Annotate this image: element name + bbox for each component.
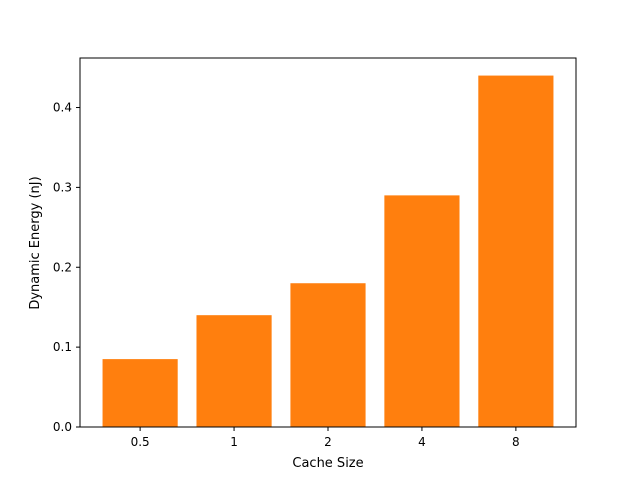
y-tick-label: 0.1 (53, 340, 72, 354)
bar-2 (290, 283, 366, 427)
y-tick-label: 0.2 (53, 260, 72, 274)
x-axis-ticks: 0.5 1 2 4 8 (131, 427, 520, 449)
x-tick-label: 4 (418, 435, 426, 449)
plot-frame (79, 57, 577, 428)
bar-1 (196, 315, 272, 427)
bar-8 (478, 75, 554, 428)
x-tick-label: 0.5 (131, 435, 150, 449)
x-tick-label: 2 (324, 435, 332, 449)
y-tick-label: 0.0 (53, 420, 72, 434)
x-tick-label: 8 (512, 435, 520, 449)
bar-4 (384, 195, 460, 427)
bar-0.5 (102, 359, 178, 427)
y-axis-label: Dynamic Energy (nJ) (28, 176, 43, 309)
y-axis-ticks: 0.0 0.1 0.2 0.3 0.4 (53, 101, 80, 434)
x-tick-label: 1 (230, 435, 238, 449)
y-tick-label: 0.3 (53, 180, 72, 194)
bars-layer (102, 75, 554, 428)
y-tick-label: 0.4 (53, 101, 72, 115)
x-axis-label: Cache Size (292, 456, 363, 471)
